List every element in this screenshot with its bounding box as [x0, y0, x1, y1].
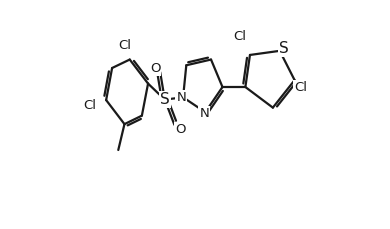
Text: N: N	[199, 107, 209, 120]
Text: O: O	[150, 62, 160, 74]
Text: S: S	[160, 92, 170, 107]
Text: O: O	[175, 123, 185, 136]
Text: Cl: Cl	[294, 81, 307, 94]
Text: S: S	[279, 41, 289, 56]
Text: Cl: Cl	[119, 39, 132, 52]
Text: N: N	[176, 91, 186, 104]
Text: Cl: Cl	[83, 99, 96, 112]
Text: Cl: Cl	[233, 30, 246, 43]
